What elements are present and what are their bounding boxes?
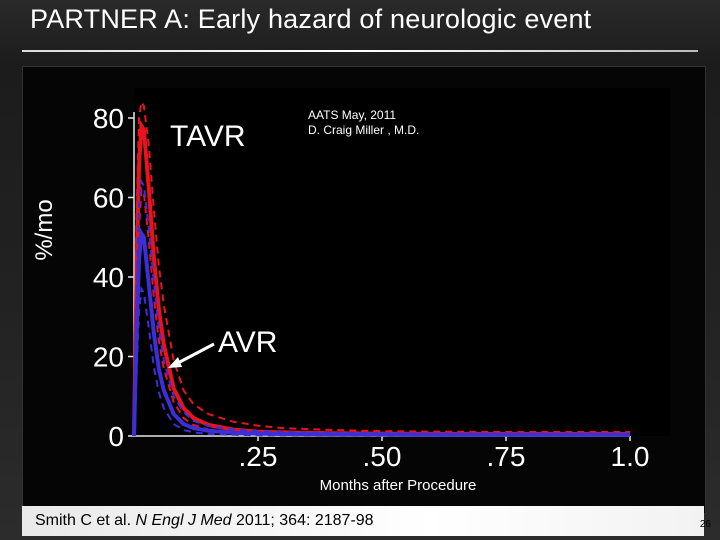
x-tick-label: .25 (239, 441, 278, 472)
credit-line-2: D. Craig Miller , M.D. (308, 123, 420, 137)
credit-block: AATS May, 2011 D. Craig Miller , M.D. (308, 108, 419, 138)
plot-area (134, 88, 670, 436)
avr-arrow-head (168, 357, 182, 368)
series-layer (132, 99, 630, 437)
x-tick-label: 1.0 (611, 441, 650, 472)
page-number: 26 (699, 519, 711, 530)
avr-hazard-line (132, 227, 630, 437)
y-tick-label: 60 (93, 183, 124, 214)
y-tick-label: 0 (108, 421, 124, 452)
x-tick-label: .50 (363, 441, 402, 472)
x-tick-label: .75 (487, 441, 526, 472)
y-axis-title: %/mo (31, 199, 58, 260)
title-divider (22, 50, 698, 52)
citation-details: 2011; 364: 2187-98 (231, 512, 374, 529)
plot-background (134, 88, 670, 436)
tavr-upper-ci-line (133, 99, 630, 437)
slide-title: PARTNER A: Early hazard of neurologic ev… (30, 4, 592, 34)
tick-labels: 0 20 40 60 80 .25 .50 .75 1.0 Months after Proced… (31, 103, 649, 494)
y-tick-label: 80 (93, 103, 124, 134)
x-axis-title: Months after Procedure (320, 477, 477, 494)
citation: Smith C et al. N Engl J Med 2011; 364: 2… (35, 512, 374, 530)
credit-line-1: AATS May, 2011 (308, 108, 397, 122)
tavr-label: TAVR (170, 120, 246, 153)
avr-arrow-line (175, 342, 215, 366)
annotation-layer: TAVR AVR (168, 120, 277, 368)
y-tick-label: 40 (93, 262, 124, 293)
citation-authors: Smith C et al. (35, 512, 136, 529)
footer-bar (22, 506, 704, 536)
avr-label: AVR (218, 326, 277, 359)
citation-journal: N Engl J Med (135, 512, 232, 529)
y-tick-label: 20 (93, 342, 124, 373)
